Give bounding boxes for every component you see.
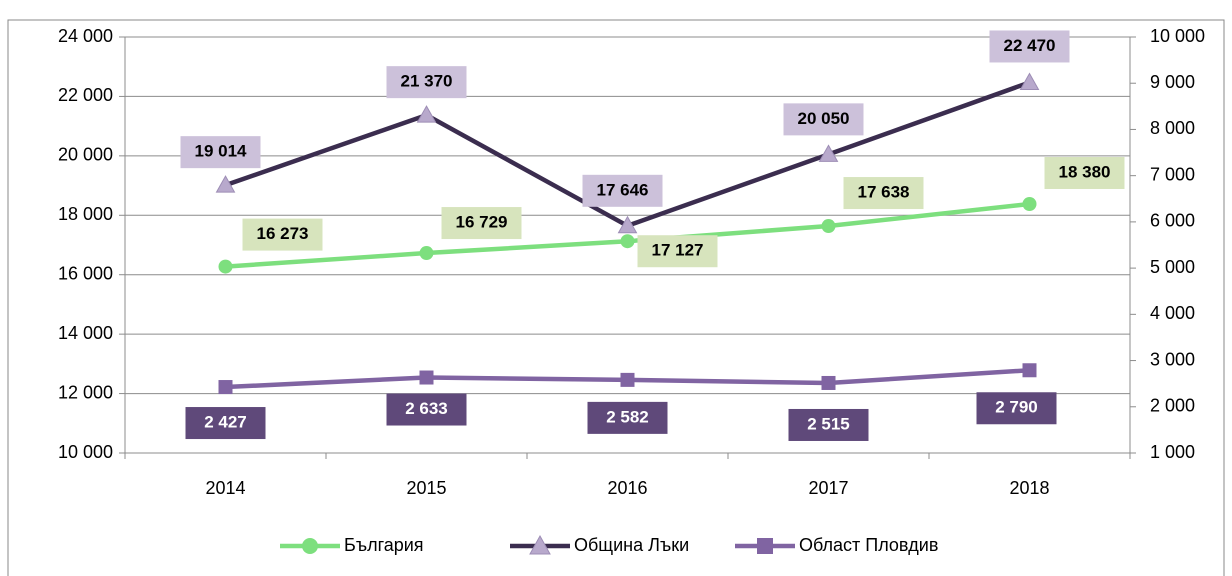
data-label-bg — [587, 401, 668, 434]
y-tick-label: 16 000 — [58, 263, 113, 283]
data-label: 2 515 — [807, 414, 850, 433]
legend-label: Област Пловдив — [799, 535, 938, 555]
data-label-bg — [386, 66, 467, 99]
data-label: 17 638 — [858, 183, 910, 202]
chart-border — [7, 19, 1225, 576]
y2-tick-label: 2 000 — [1150, 396, 1195, 416]
marker — [302, 538, 318, 554]
marker — [218, 259, 233, 274]
marker — [529, 534, 551, 555]
marker — [419, 370, 434, 385]
marker — [1019, 72, 1040, 90]
data-label-bg — [843, 177, 924, 210]
y2-tick-label: 4 000 — [1150, 303, 1195, 323]
marker — [620, 234, 635, 249]
marker — [1022, 196, 1037, 211]
y2-tick-label: 9 000 — [1150, 72, 1195, 92]
y2-tick-label: 5 000 — [1150, 257, 1195, 277]
y-tick-label: 24 000 — [58, 26, 113, 46]
marker — [416, 105, 437, 123]
y-tick-label: 14 000 — [58, 323, 113, 343]
marker — [1022, 363, 1037, 378]
y2-tick-label: 10 000 — [1150, 26, 1205, 46]
y2-tick-label: 6 000 — [1150, 211, 1195, 231]
legend-label: България — [344, 535, 424, 555]
x-tick-label: 2016 — [607, 478, 647, 498]
marker — [215, 175, 236, 193]
data-label-bg — [783, 103, 864, 136]
data-label-bg — [185, 407, 266, 440]
marker — [620, 372, 635, 387]
data-label-bg — [180, 136, 261, 169]
marker — [218, 380, 233, 395]
data-label: 17 127 — [652, 241, 704, 260]
y-tick-label: 22 000 — [58, 85, 113, 105]
data-label-bg — [976, 392, 1057, 425]
data-label: 19 014 — [195, 142, 248, 161]
data-label: 17 646 — [597, 180, 649, 199]
marker — [419, 246, 434, 261]
data-label: 21 370 — [401, 72, 453, 91]
marker — [818, 144, 839, 162]
y-tick-label: 18 000 — [58, 204, 113, 224]
data-label-bg — [989, 30, 1070, 63]
x-tick-label: 2015 — [406, 478, 446, 498]
marker — [821, 375, 836, 390]
data-label: 16 729 — [456, 213, 508, 232]
data-label-bg — [1044, 156, 1125, 189]
y2-tick-label: 3 000 — [1150, 349, 1195, 369]
data-label: 2 633 — [405, 399, 448, 418]
x-tick-label: 2017 — [808, 478, 848, 498]
data-label-bg — [637, 235, 718, 268]
y2-tick-label: 8 000 — [1150, 118, 1195, 138]
data-label: 18 380 — [1059, 162, 1111, 181]
data-label-bg — [242, 218, 323, 251]
data-label: 2 790 — [995, 398, 1038, 417]
y2-tick-label: 1 000 — [1150, 442, 1195, 462]
data-label: 16 273 — [257, 224, 309, 243]
data-label-bg — [788, 408, 869, 441]
data-label-bg — [386, 393, 467, 426]
x-tick-label: 2014 — [205, 478, 245, 498]
data-label-bg — [582, 174, 663, 207]
data-label: 20 050 — [798, 109, 850, 128]
marker — [821, 219, 836, 234]
marker — [617, 215, 638, 234]
x-tick-label: 2018 — [1009, 478, 1049, 498]
data-label-bg — [441, 207, 522, 240]
data-label: 2 582 — [606, 407, 649, 426]
y-tick-label: 10 000 — [58, 442, 113, 462]
legend-label: Община Лъки — [574, 535, 689, 555]
data-label: 22 470 — [1004, 36, 1056, 55]
y-tick-label: 20 000 — [58, 145, 113, 165]
y-tick-label: 12 000 — [58, 382, 113, 402]
y2-tick-label: 7 000 — [1150, 164, 1195, 184]
marker — [757, 538, 773, 554]
data-label: 2 427 — [204, 413, 247, 432]
